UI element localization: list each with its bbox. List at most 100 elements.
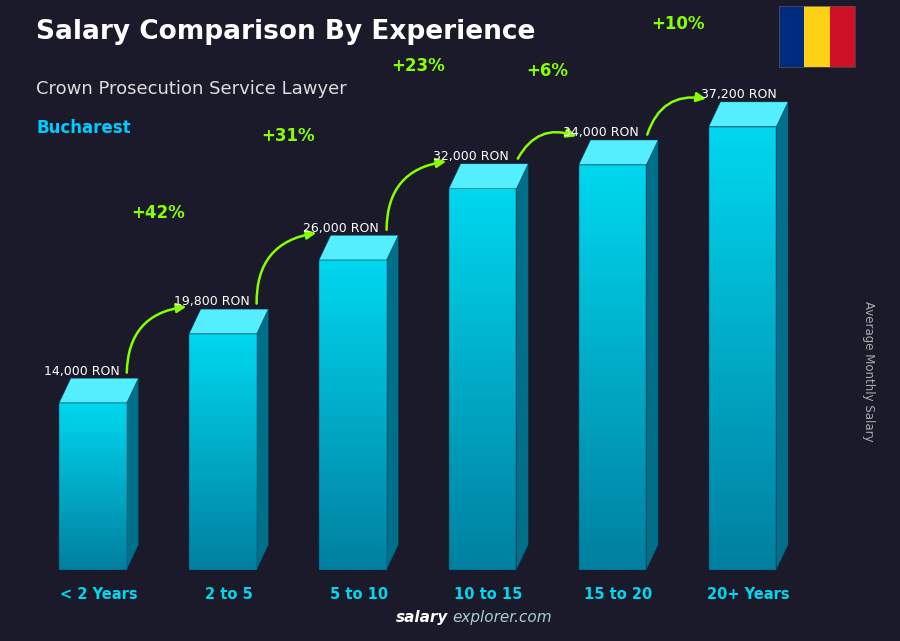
Polygon shape	[709, 514, 777, 525]
Polygon shape	[189, 387, 256, 393]
Polygon shape	[319, 392, 387, 399]
Text: Salary Comparison By Experience: Salary Comparison By Experience	[36, 19, 536, 46]
Polygon shape	[709, 215, 777, 226]
Polygon shape	[59, 432, 127, 436]
Polygon shape	[189, 416, 256, 422]
Polygon shape	[59, 449, 127, 453]
Polygon shape	[319, 469, 387, 477]
Polygon shape	[319, 445, 387, 453]
Polygon shape	[579, 215, 646, 226]
Polygon shape	[579, 488, 646, 499]
Polygon shape	[449, 236, 517, 246]
Polygon shape	[319, 415, 387, 422]
Polygon shape	[319, 314, 387, 322]
Polygon shape	[189, 345, 256, 351]
Polygon shape	[319, 500, 387, 508]
Polygon shape	[449, 388, 517, 398]
Polygon shape	[709, 337, 777, 348]
Polygon shape	[709, 315, 777, 326]
Polygon shape	[59, 565, 127, 570]
Polygon shape	[59, 549, 127, 553]
Text: +10%: +10%	[651, 15, 705, 33]
Polygon shape	[189, 393, 256, 399]
Polygon shape	[579, 428, 646, 438]
Text: 26,000 RON: 26,000 RON	[303, 222, 379, 235]
Polygon shape	[709, 326, 777, 337]
Polygon shape	[319, 360, 387, 369]
Polygon shape	[709, 447, 777, 459]
Polygon shape	[709, 381, 777, 392]
Polygon shape	[319, 422, 387, 430]
Polygon shape	[319, 523, 387, 531]
Polygon shape	[319, 508, 387, 515]
Polygon shape	[449, 226, 517, 236]
Polygon shape	[59, 540, 127, 545]
Polygon shape	[127, 378, 139, 570]
Polygon shape	[709, 248, 777, 260]
Polygon shape	[709, 415, 777, 426]
Polygon shape	[189, 404, 256, 410]
Polygon shape	[579, 226, 646, 235]
Polygon shape	[517, 164, 528, 570]
Polygon shape	[449, 417, 517, 427]
Polygon shape	[319, 538, 387, 546]
Polygon shape	[189, 399, 256, 404]
Text: 10 to 15: 10 to 15	[454, 587, 523, 602]
Polygon shape	[579, 140, 658, 165]
Text: 34,000 RON: 34,000 RON	[563, 126, 639, 139]
Polygon shape	[256, 309, 268, 570]
Polygon shape	[59, 545, 127, 549]
Polygon shape	[449, 484, 517, 494]
Polygon shape	[709, 481, 777, 492]
Polygon shape	[709, 403, 777, 415]
Text: +42%: +42%	[131, 204, 184, 222]
Polygon shape	[59, 440, 127, 444]
Polygon shape	[59, 487, 127, 490]
Polygon shape	[189, 363, 256, 369]
Polygon shape	[449, 494, 517, 503]
Polygon shape	[59, 528, 127, 532]
Polygon shape	[189, 475, 256, 481]
Polygon shape	[189, 381, 256, 387]
Polygon shape	[709, 370, 777, 381]
Polygon shape	[709, 271, 777, 281]
Polygon shape	[319, 376, 387, 384]
Polygon shape	[189, 517, 256, 522]
Polygon shape	[579, 458, 646, 469]
Polygon shape	[319, 345, 387, 353]
Polygon shape	[579, 317, 646, 327]
Polygon shape	[189, 369, 256, 375]
Polygon shape	[319, 562, 387, 570]
Polygon shape	[579, 387, 646, 397]
Polygon shape	[449, 408, 517, 417]
Text: +6%: +6%	[526, 62, 569, 80]
Polygon shape	[319, 453, 387, 461]
Polygon shape	[579, 478, 646, 488]
Polygon shape	[59, 407, 127, 411]
Text: salary: salary	[396, 610, 448, 625]
Text: 32,000 RON: 32,000 RON	[433, 150, 509, 163]
Polygon shape	[709, 426, 777, 437]
Polygon shape	[579, 539, 646, 549]
Polygon shape	[449, 217, 517, 226]
Polygon shape	[189, 487, 256, 493]
Polygon shape	[449, 164, 528, 188]
Polygon shape	[579, 195, 646, 205]
Polygon shape	[449, 322, 517, 331]
Polygon shape	[709, 348, 777, 359]
Polygon shape	[189, 511, 256, 517]
Polygon shape	[449, 265, 517, 274]
Polygon shape	[189, 445, 256, 452]
Polygon shape	[449, 541, 517, 551]
Polygon shape	[709, 171, 777, 182]
Polygon shape	[189, 504, 256, 511]
Polygon shape	[449, 246, 517, 255]
Polygon shape	[449, 474, 517, 484]
Text: 2 to 5: 2 to 5	[205, 587, 253, 602]
Text: 37,200 RON: 37,200 RON	[701, 88, 777, 101]
Polygon shape	[579, 205, 646, 215]
Polygon shape	[579, 519, 646, 529]
Polygon shape	[189, 434, 256, 440]
Polygon shape	[709, 359, 777, 370]
Polygon shape	[579, 306, 646, 317]
